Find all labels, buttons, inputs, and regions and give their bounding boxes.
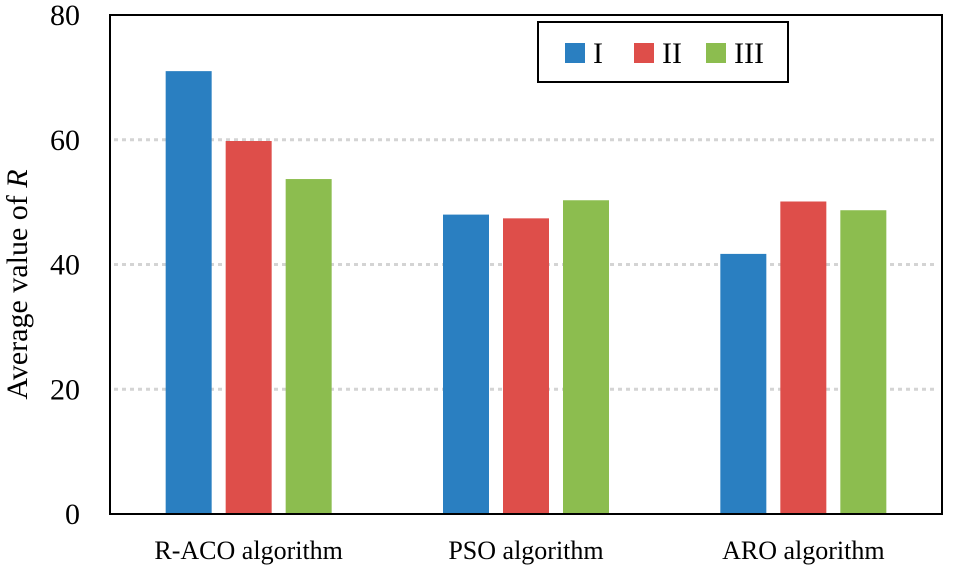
bar-II-1 <box>225 140 272 514</box>
y-axis-title: Average value of R <box>1 169 34 399</box>
bar-II-3 <box>780 201 827 514</box>
plot-frame <box>109 14 943 515</box>
y-tick-labels: 0 20 40 60 80 <box>50 0 80 531</box>
bar-I-3 <box>720 253 767 515</box>
y-tick-label: 20 <box>50 373 80 406</box>
y-tick-label: 40 <box>50 249 80 282</box>
x-category-label: ARO algorithm <box>722 536 885 565</box>
y-axis-title-text: Average value of <box>1 188 34 400</box>
bar-II-2 <box>503 218 549 514</box>
legend-label-II: II <box>662 37 682 70</box>
legend-label-III: III <box>734 37 764 70</box>
bar-I-2 <box>443 214 489 514</box>
legend-label-I: I <box>593 37 603 70</box>
y-tick-label: 80 <box>50 0 80 32</box>
y-tick-label: 60 <box>50 124 80 157</box>
bar-III-3 <box>840 210 887 514</box>
legend: I II III <box>537 21 789 83</box>
bar-III-2 <box>563 200 609 514</box>
bar-III-1 <box>285 179 332 514</box>
x-category-labels: R-ACO algorithm PSO algorithm ARO algorith… <box>154 536 884 565</box>
y-tick-label: 0 <box>65 498 80 531</box>
y-axis-title-variable: R <box>1 169 34 188</box>
bars <box>165 71 887 515</box>
x-category-label: R-ACO algorithm <box>154 536 343 565</box>
legend-swatch-III <box>706 43 726 63</box>
legend-swatch-II <box>634 43 654 63</box>
legend-swatch-I <box>565 43 585 63</box>
bar-I-1 <box>165 71 212 514</box>
x-category-label: PSO algorithm <box>448 536 603 565</box>
